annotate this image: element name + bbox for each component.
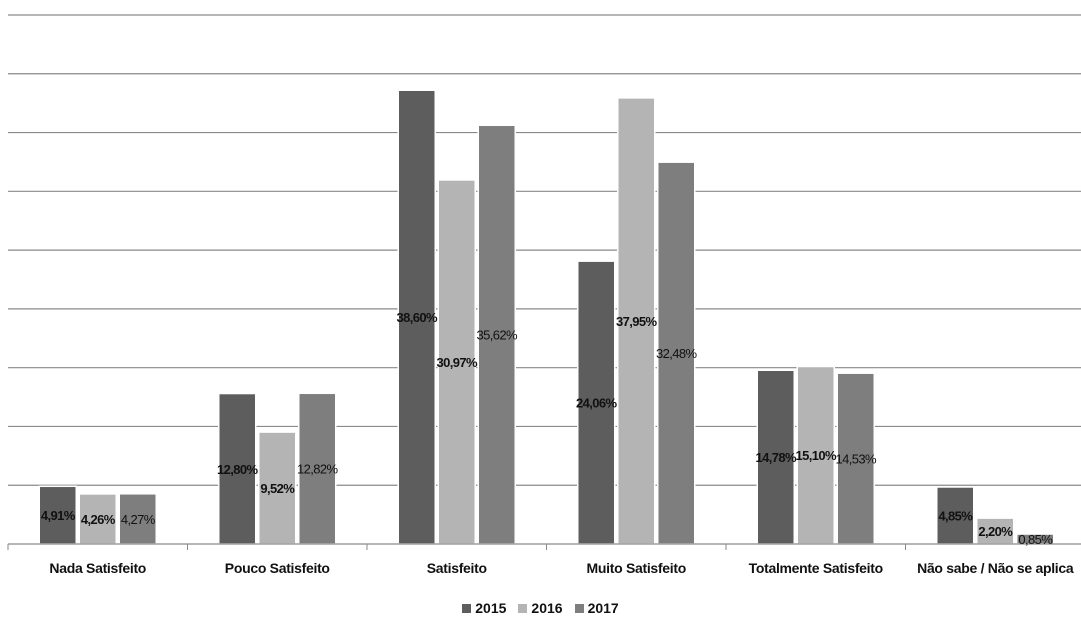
data-label: 4,91% xyxy=(41,508,76,523)
data-label: 14,53% xyxy=(836,452,878,467)
data-label: 37,95% xyxy=(616,314,658,329)
legend-item-2016: 2016 xyxy=(518,600,563,616)
legend-label-2015: 2015 xyxy=(475,600,507,616)
data-label: 14,78% xyxy=(756,450,798,465)
bar-2016-4 xyxy=(796,365,835,545)
data-label: 4,27% xyxy=(121,512,156,527)
legend-label-2017: 2017 xyxy=(587,600,619,616)
legend-swatch-2017 xyxy=(574,603,584,613)
data-label: 0,85% xyxy=(1018,532,1053,547)
bar-2017-1 xyxy=(298,392,337,545)
x-tick-label: Não sabe / Não se aplica xyxy=(917,560,1074,576)
x-tick-label: Totalmente Satisfeito xyxy=(749,560,883,576)
data-label: 15,10% xyxy=(796,448,838,463)
legend-item-2015: 2015 xyxy=(462,600,506,616)
bar-2016-0 xyxy=(78,493,117,545)
x-tick-label: Pouco Satisfeito xyxy=(225,560,330,576)
bar-2017-2 xyxy=(477,124,516,545)
legend-label-2016: 2016 xyxy=(531,600,563,616)
legend: 2015 2016 2017 xyxy=(0,600,1081,616)
bar-2016-5 xyxy=(976,517,1015,545)
legend-swatch-2016 xyxy=(518,603,528,613)
x-tick-label: Satisfeito xyxy=(427,560,487,576)
data-label: 30,97% xyxy=(437,355,479,370)
data-label: 24,06% xyxy=(576,396,618,411)
data-label: 32,48% xyxy=(656,346,698,361)
x-tick-label: Nada Satisfeito xyxy=(49,560,146,576)
bar-2016-2 xyxy=(437,179,476,545)
data-label: 12,82% xyxy=(297,462,339,477)
data-label: 35,62% xyxy=(477,328,519,343)
bar-2016-1 xyxy=(258,431,297,545)
bar-2017-3 xyxy=(657,161,696,545)
bar-2015-0 xyxy=(38,485,77,545)
legend-swatch-2015 xyxy=(462,603,472,613)
data-label: 2,20% xyxy=(978,524,1013,539)
x-tick-label: Muito Satisfeito xyxy=(587,560,686,576)
data-label: 4,26% xyxy=(81,512,116,527)
bar-2017-0 xyxy=(118,493,157,545)
data-label: 4,85% xyxy=(938,508,973,523)
data-label: 38,60% xyxy=(397,310,439,325)
legend-item-2017: 2017 xyxy=(574,600,619,616)
data-label: 9,52% xyxy=(260,481,295,496)
bar-2017-4 xyxy=(836,372,875,545)
data-label: 12,80% xyxy=(217,462,259,477)
